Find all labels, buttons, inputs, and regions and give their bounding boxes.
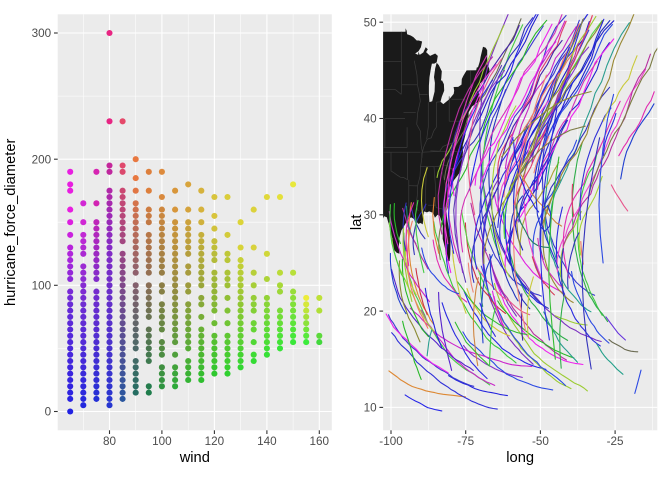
svg-text:160: 160 xyxy=(310,435,330,448)
svg-text:-50: -50 xyxy=(532,435,549,448)
svg-text:-75: -75 xyxy=(457,435,474,448)
svg-text:120: 120 xyxy=(205,435,225,448)
svg-text:300: 300 xyxy=(32,27,52,40)
svg-text:20: 20 xyxy=(364,305,378,318)
svg-text:50: 50 xyxy=(364,16,378,29)
svg-text:30: 30 xyxy=(364,209,378,222)
svg-text:140: 140 xyxy=(257,435,277,448)
svg-text:-100: -100 xyxy=(379,435,403,448)
svg-text:40: 40 xyxy=(364,113,378,126)
svg-text:-25: -25 xyxy=(607,435,624,448)
svg-text:10: 10 xyxy=(364,402,378,415)
svg-text:200: 200 xyxy=(32,153,52,166)
svg-text:100: 100 xyxy=(32,280,52,293)
svg-text:80: 80 xyxy=(103,435,117,448)
svg-text:hurricane_force_diameter: hurricane_force_diameter xyxy=(3,139,19,306)
svg-text:100: 100 xyxy=(152,435,172,448)
svg-text:0: 0 xyxy=(45,406,52,419)
svg-text:lat: lat xyxy=(349,215,365,231)
svg-text:wind: wind xyxy=(179,450,210,466)
svg-text:long: long xyxy=(506,450,534,466)
